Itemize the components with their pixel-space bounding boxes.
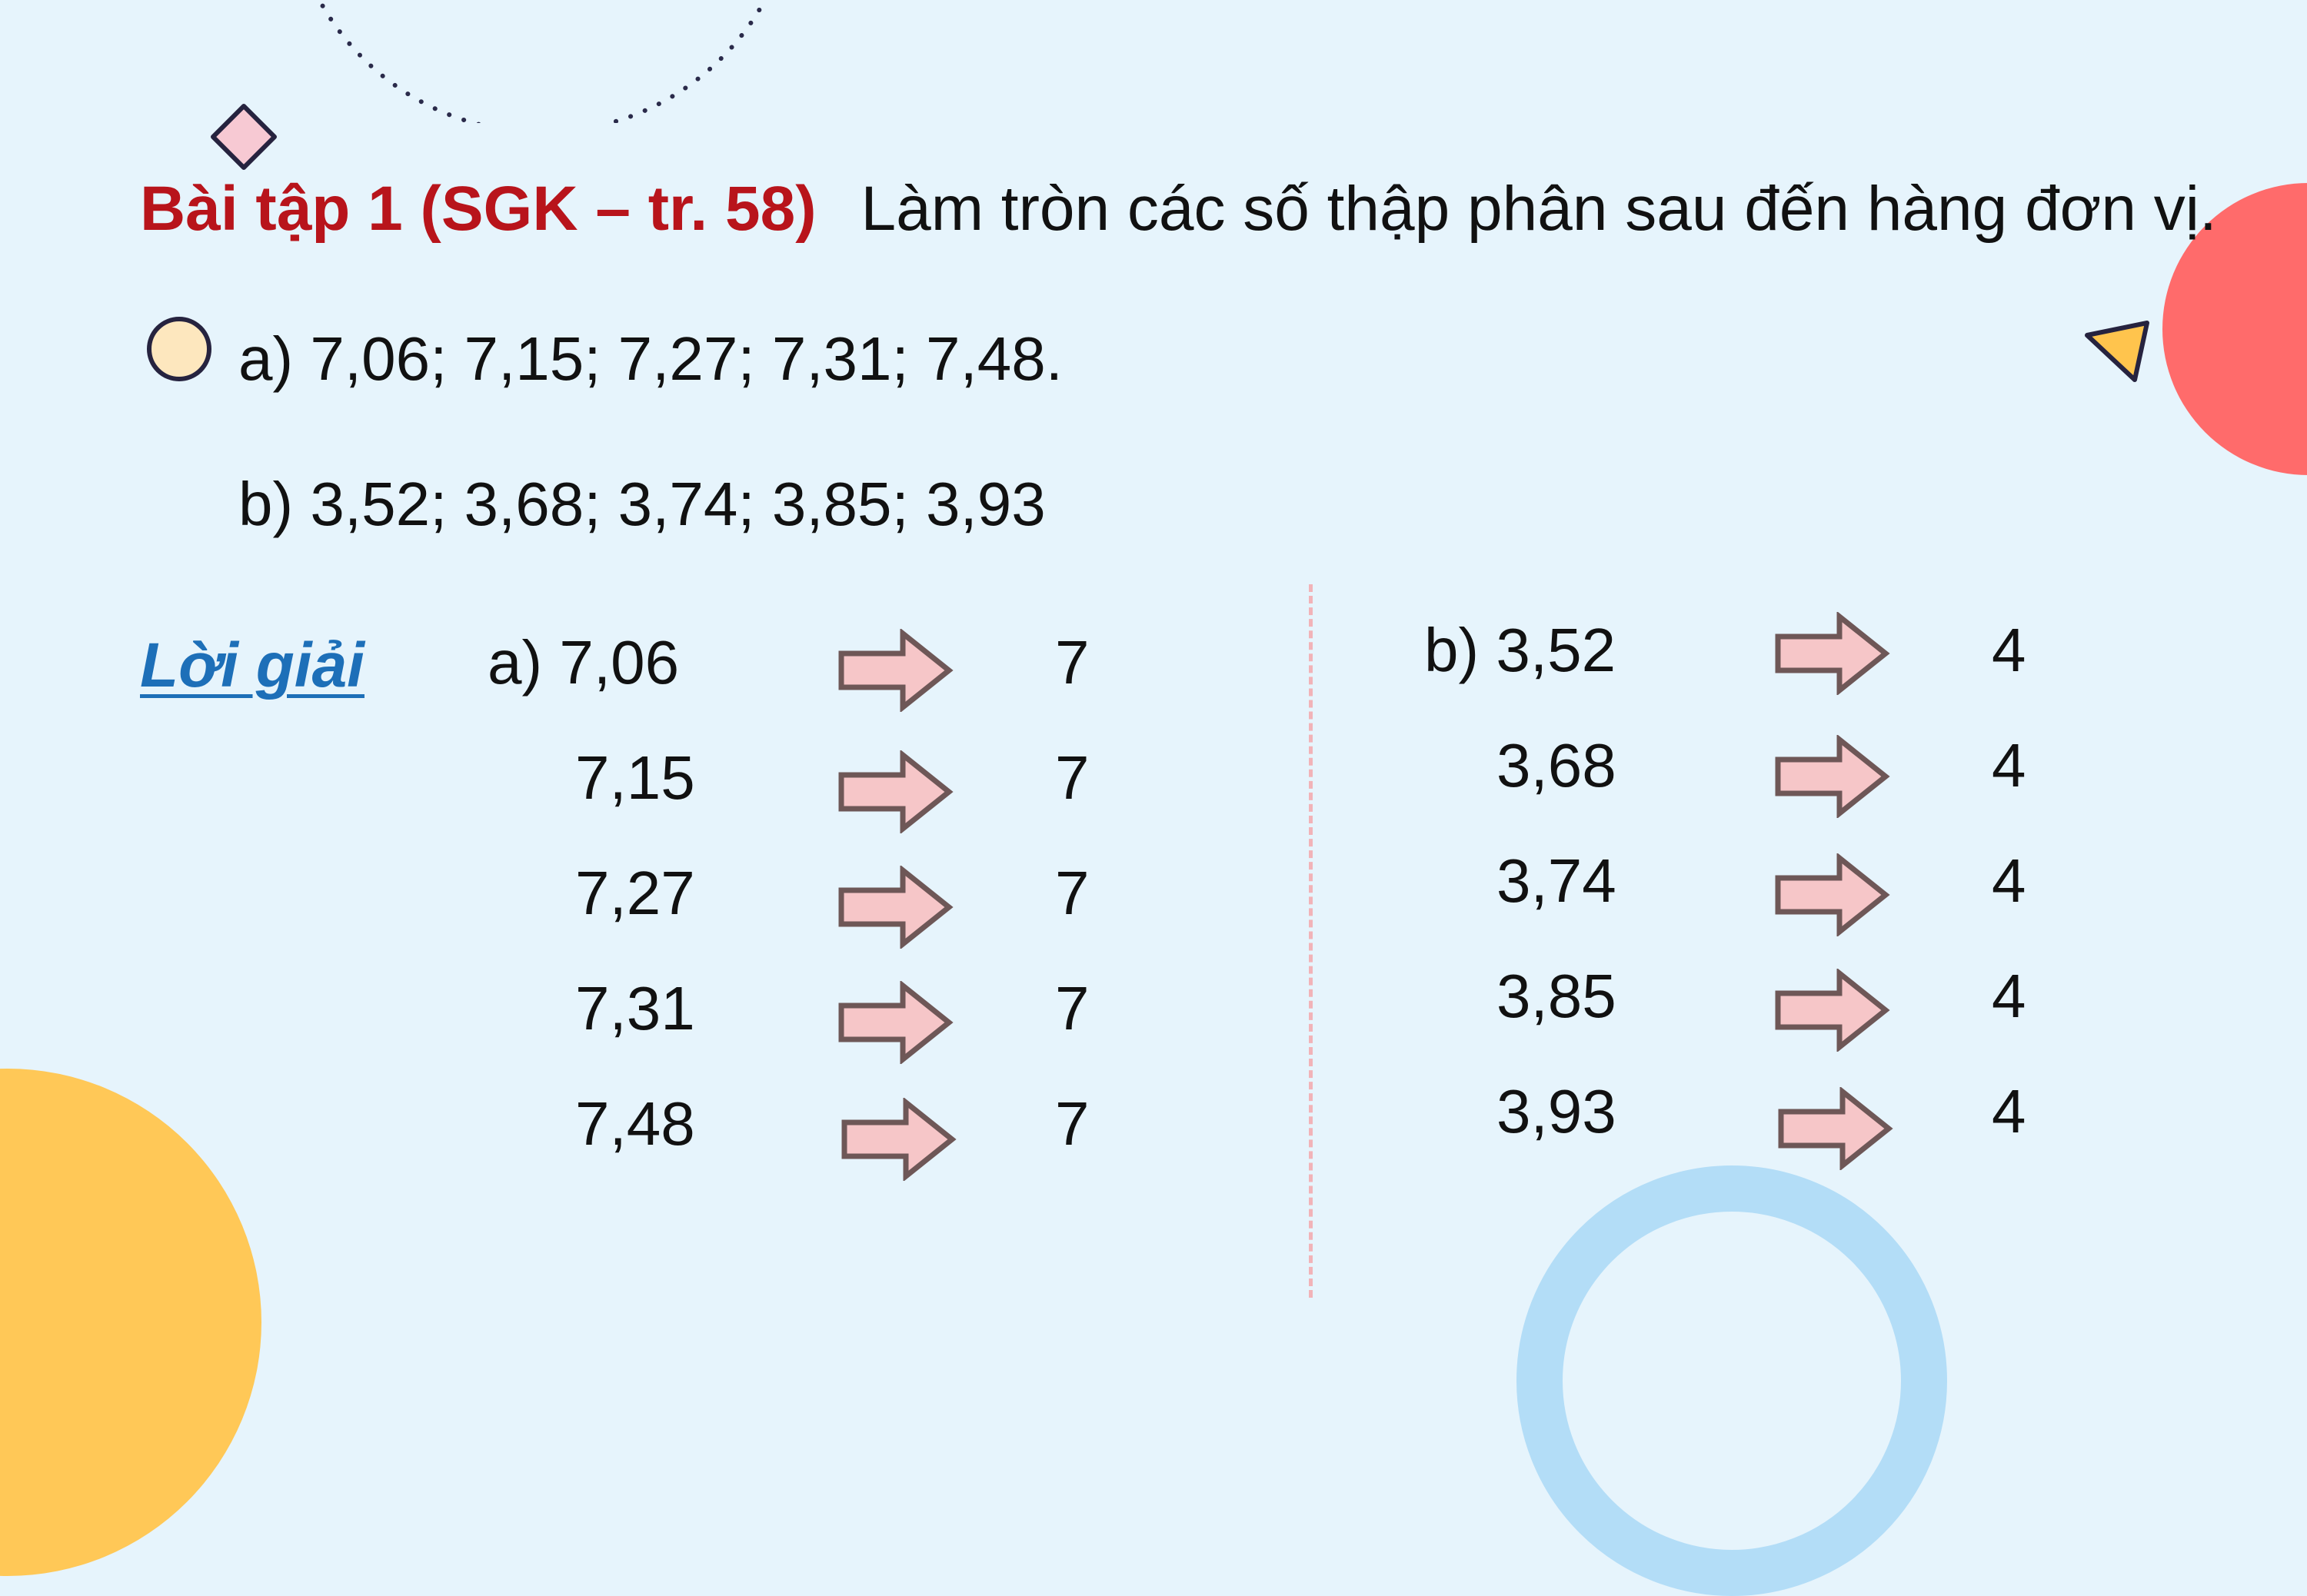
solution-a-number: 7,31 [575, 974, 695, 1042]
exercise-label: Bài tập 1 (SGK – tr. 58) [140, 174, 817, 244]
solution-a-number: 7,15 [575, 743, 695, 812]
right-arrow-icon [1773, 969, 1890, 1052]
solution-a-number: a) 7,06 [488, 628, 680, 697]
blue-ring-decoration [1516, 1165, 1947, 1596]
solution-b-number: 3,68 [1496, 731, 1616, 800]
exercise-heading: Bài tập 1 (SGK – tr. 58) Làm tròn các số … [140, 171, 2217, 248]
dotted-arc-decoration [316, 0, 768, 123]
right-arrow-icon [1773, 853, 1890, 936]
solution-b-result: 4 [1992, 731, 2026, 800]
solution-b-result: 4 [1992, 846, 2026, 915]
problem-a: a) 7,06; 7,15; 7,27; 7,31; 7,48. [238, 324, 1063, 393]
exercise-instruction: Làm tròn các số thập phân sau đến hàng đ… [861, 174, 2217, 244]
solution-link[interactable]: Lời giải [140, 630, 365, 700]
right-arrow-icon [1776, 1087, 1893, 1170]
right-arrow-icon [837, 750, 954, 833]
solution-b-result: 4 [1992, 616, 2026, 684]
right-arrow-icon [837, 866, 954, 949]
solution-b-number: 3,74 [1496, 846, 1616, 915]
diamond-icon [211, 104, 277, 170]
solution-a-number: 7,27 [575, 859, 695, 927]
triangle-icon [2085, 321, 2149, 382]
solution-a-result: 7 [1055, 1089, 1090, 1158]
circle-bullet-icon [147, 317, 211, 381]
solution-b-number: 3,93 [1496, 1077, 1616, 1145]
solution-a-number: 7,48 [575, 1089, 695, 1158]
right-arrow-icon [1773, 735, 1890, 818]
yellow-circle-decoration [0, 1069, 261, 1576]
solution-a-result: 7 [1055, 859, 1090, 927]
solution-a-result: 7 [1055, 974, 1090, 1042]
problem-b: b) 3,52; 3,68; 3,74; 3,85; 3,93 [238, 470, 1046, 538]
solution-b-result: 4 [1992, 1077, 2026, 1145]
solution-b-result: 4 [1992, 962, 2026, 1030]
solution-a-result: 7 [1055, 628, 1090, 697]
solution-b-number: b) 3,52 [1424, 616, 1616, 684]
right-arrow-icon [837, 629, 954, 712]
solution-b-number: 3,85 [1496, 962, 1616, 1030]
column-divider [1309, 584, 1313, 1298]
right-arrow-icon [837, 981, 954, 1064]
right-arrow-icon [840, 1098, 957, 1181]
right-arrow-icon [1773, 612, 1890, 695]
solution-a-result: 7 [1055, 743, 1090, 812]
